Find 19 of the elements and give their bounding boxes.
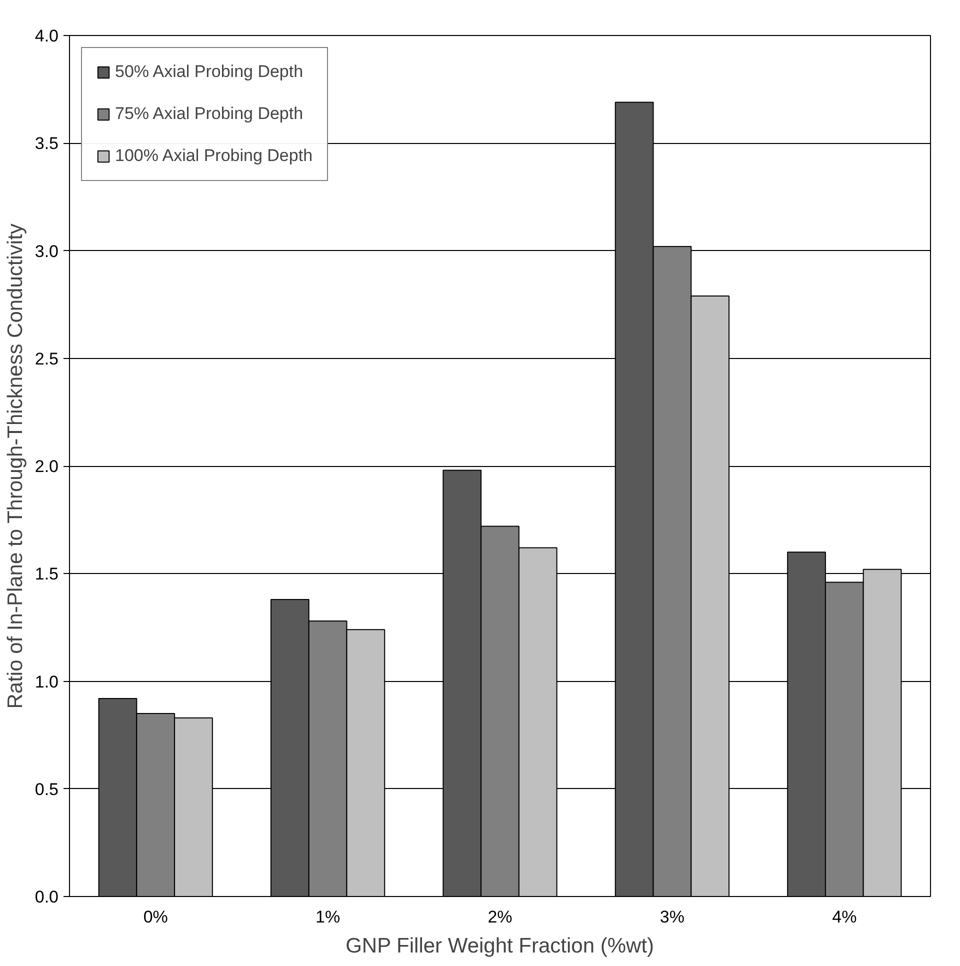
x-tick-label: 4%	[832, 908, 857, 926]
legend-label: 50% Axial Probing Depth	[115, 62, 304, 82]
y-tick-label: 1.0	[34, 672, 59, 692]
y-tick-label: 2.5	[34, 349, 59, 368]
legend-label: 75% Axial Probing Depth	[115, 104, 304, 124]
x-tick-label: 1%	[316, 908, 340, 926]
y-tick-label: 0.0	[34, 888, 59, 906]
x-tick-label: 3%	[660, 908, 684, 926]
x-tick-label: 0%	[143, 908, 168, 926]
y-tick-label: 3.0	[34, 242, 59, 261]
y-tick-label: 3.5	[34, 134, 59, 154]
x-axis-title: GNP Filler Weight Fraction (%wt)	[346, 934, 654, 958]
y-tick-label: 2.0	[34, 457, 59, 476]
legend-label: 100% Axial Probing Depth	[115, 146, 313, 166]
y-tick-label: 1.5	[34, 564, 59, 584]
y-tick-label: 4.0	[34, 26, 59, 46]
y-tick-label: 0.5	[34, 780, 59, 799]
x-tick-label: 2%	[488, 908, 512, 926]
y-axis-title: Ratio of In-Plane to Through-Thickness Conductivity	[4, 223, 27, 709]
